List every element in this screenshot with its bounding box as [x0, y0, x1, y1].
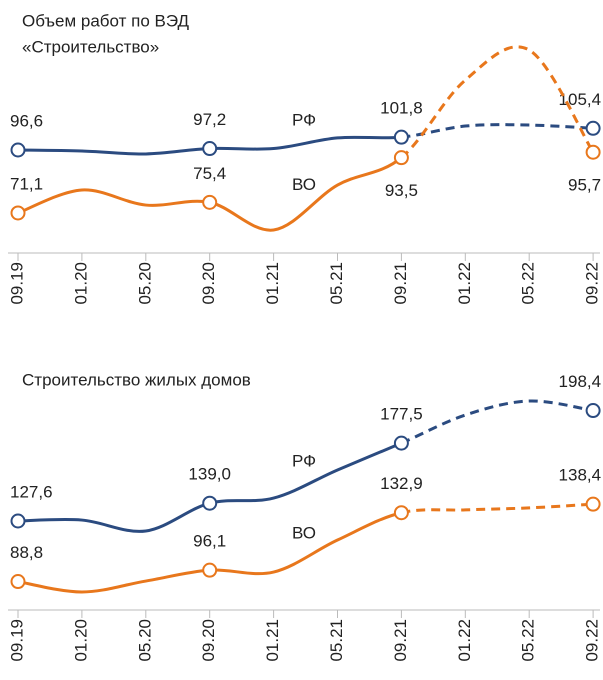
data-label: 97,2 — [193, 110, 226, 129]
x-tick-label: 01.21 — [263, 262, 282, 305]
data-label: 127,6 — [10, 482, 53, 501]
data-label: 96,1 — [193, 532, 226, 551]
x-tick-label: 05.21 — [327, 262, 346, 305]
point-marker — [585, 403, 601, 419]
data-label: 96,6 — [10, 111, 43, 130]
series-name: ВО — [292, 175, 316, 194]
chart-title: «Строительство» — [22, 37, 159, 56]
x-tick-label: 09.20 — [199, 262, 218, 305]
point-marker — [585, 120, 601, 136]
x-tick-label: 05.22 — [519, 262, 538, 305]
series-name: РФ — [292, 111, 316, 130]
x-tick-label: 09.21 — [391, 619, 410, 662]
data-label: 177,5 — [380, 405, 423, 424]
x-tick-label: 01.20 — [71, 262, 90, 305]
x-tick-label: 09.22 — [583, 619, 602, 662]
data-label: 95,7 — [568, 176, 601, 195]
x-tick-label: 05.20 — [135, 262, 154, 305]
point-marker — [393, 129, 409, 145]
point-marker — [202, 194, 218, 210]
point-marker — [10, 574, 26, 590]
point-marker — [393, 150, 409, 166]
point-marker — [393, 435, 409, 451]
point-marker — [202, 141, 218, 157]
point-marker — [585, 144, 601, 160]
series-name: ВО — [292, 524, 316, 543]
data-label: 138,4 — [559, 466, 602, 485]
data-label: 132,9 — [380, 474, 423, 493]
data-label: 93,5 — [385, 181, 418, 200]
data-label: 105,4 — [559, 90, 602, 109]
point-marker — [393, 505, 409, 521]
series-name: РФ — [292, 452, 316, 471]
x-tick-label: 09.19 — [7, 619, 26, 662]
data-label: 71,1 — [10, 174, 43, 193]
x-tick-label: 09.20 — [199, 619, 218, 662]
x-tick-label: 05.20 — [135, 619, 154, 662]
series-line-forecast — [401, 502, 594, 515]
point-marker — [202, 562, 218, 578]
point-marker — [10, 142, 26, 158]
x-tick-label: 09.19 — [7, 262, 26, 305]
x-tick-label: 01.22 — [455, 619, 474, 662]
series-line — [17, 441, 402, 533]
x-tick-label: 09.22 — [583, 262, 602, 305]
x-tick-label: 05.21 — [327, 619, 346, 662]
point-marker — [202, 495, 218, 511]
point-marker — [10, 513, 26, 529]
chart-title: Строительство жилых домов — [22, 370, 251, 389]
x-tick-label: 05.22 — [519, 619, 538, 662]
x-tick-label: 01.22 — [455, 262, 474, 305]
data-label: 75,4 — [193, 164, 226, 183]
series-line-forecast — [400, 45, 595, 159]
data-label: 101,8 — [380, 99, 423, 118]
series-line-forecast — [401, 123, 594, 139]
chart-title: Объем работ по ВЭД — [22, 11, 189, 30]
x-tick-label: 01.21 — [263, 619, 282, 662]
series-line — [17, 511, 402, 594]
x-tick-label: 09.21 — [391, 262, 410, 305]
data-label: 198,4 — [559, 372, 602, 391]
data-label: 88,8 — [10, 543, 43, 562]
point-marker — [585, 496, 601, 512]
x-tick-label: 01.20 — [71, 619, 90, 662]
point-marker — [10, 205, 26, 221]
series-line-forecast — [400, 399, 594, 445]
data-label: 139,0 — [188, 465, 231, 484]
